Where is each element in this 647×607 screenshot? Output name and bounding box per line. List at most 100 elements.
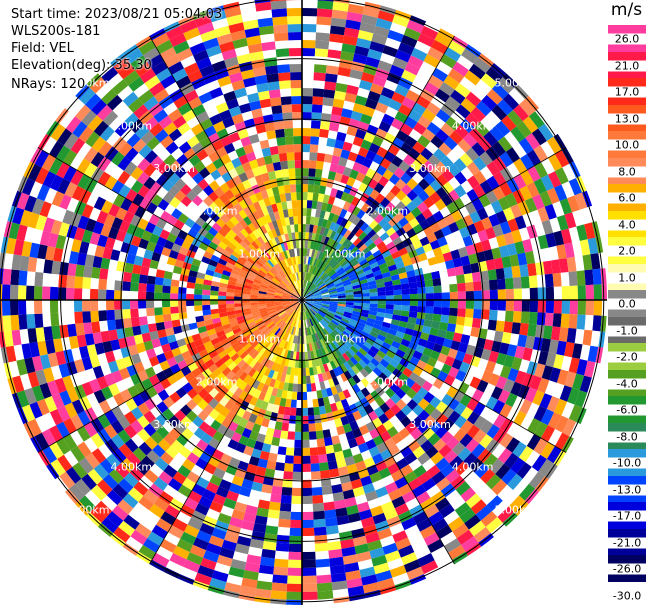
range-gate <box>332 491 345 502</box>
range-gate <box>516 121 532 138</box>
range-gate <box>254 515 268 526</box>
range-gate <box>216 262 226 270</box>
range-gate <box>257 17 274 28</box>
range-gate <box>225 219 236 230</box>
range-gate <box>138 89 154 105</box>
range-gate <box>124 262 134 274</box>
range-gate <box>150 155 164 169</box>
range-gate <box>274 275 282 283</box>
range-gate <box>254 238 262 248</box>
range-gate <box>132 264 142 275</box>
range-gate <box>316 268 322 277</box>
range-gate <box>311 232 317 242</box>
range-gate <box>295 168 302 177</box>
range-gate <box>449 130 464 145</box>
range-gate <box>252 229 261 239</box>
range-gate <box>162 278 172 287</box>
range-gate <box>256 363 264 373</box>
range-gate <box>310 350 315 360</box>
range-gate <box>368 310 378 316</box>
range-gate <box>348 321 357 328</box>
range-gate <box>330 342 338 351</box>
range-gate <box>331 435 341 445</box>
range-gate <box>259 288 268 293</box>
range-gate <box>0 346 9 364</box>
range-gate <box>367 90 381 103</box>
range-gate <box>251 220 260 230</box>
range-gate <box>347 3 365 15</box>
azimuth-lines <box>0 0 607 605</box>
range-gate <box>365 254 375 262</box>
range-gate <box>406 270 416 278</box>
range-gate <box>486 88 503 105</box>
range-gate <box>541 425 555 442</box>
range-gate <box>297 383 302 393</box>
range-gate <box>466 424 480 439</box>
range-gate <box>294 359 299 368</box>
range-gate <box>532 390 545 406</box>
range-gate <box>180 184 192 196</box>
range-gate <box>308 431 317 440</box>
range-gate <box>262 316 271 322</box>
range-gate <box>566 256 577 272</box>
range-gate <box>513 174 527 190</box>
range-gate <box>170 313 180 321</box>
range-gate <box>269 212 276 222</box>
range-gate <box>313 217 320 226</box>
range-gate <box>238 154 249 165</box>
range-gate <box>258 290 267 295</box>
range-gate <box>385 398 396 409</box>
range-gate <box>533 438 548 455</box>
range-gate <box>172 115 187 129</box>
range-gate <box>311 317 316 325</box>
range-gate <box>489 309 498 321</box>
range-gate <box>345 304 354 309</box>
range-gate <box>211 222 222 232</box>
range-gate <box>510 457 526 474</box>
range-gate <box>308 232 313 241</box>
range-gate <box>328 343 335 352</box>
range-gate <box>205 323 215 331</box>
range-gate <box>423 184 436 197</box>
range-gate <box>309 257 314 266</box>
range-gate <box>253 278 262 285</box>
range-gate <box>234 300 243 304</box>
range-gate <box>144 75 161 90</box>
range-gate <box>505 392 518 408</box>
range-gate <box>236 407 246 418</box>
range-gate <box>340 149 351 160</box>
range-gate <box>412 195 424 207</box>
range-gate <box>271 220 279 229</box>
range-gate <box>356 501 370 513</box>
range-gate <box>536 312 546 326</box>
range-gate <box>149 503 165 519</box>
range-gate <box>283 278 290 286</box>
range-gate <box>313 315 320 323</box>
range-gate <box>239 350 249 360</box>
range-gate <box>358 424 370 436</box>
range-gate <box>81 229 93 244</box>
range-gate <box>221 366 232 377</box>
range-gate <box>302 447 311 457</box>
range-gate <box>331 274 339 281</box>
range-gate <box>123 514 140 530</box>
range-gate <box>400 415 412 428</box>
range-gate <box>55 350 67 366</box>
range-gate <box>240 400 250 411</box>
range-gate <box>29 341 40 358</box>
range-gate <box>335 284 344 289</box>
range-gate <box>305 297 314 300</box>
range-gate <box>265 241 272 250</box>
range-gate <box>308 168 316 177</box>
range-gate <box>352 410 362 421</box>
range-gate <box>370 345 380 355</box>
range-gate <box>343 313 352 319</box>
range-gate <box>191 142 204 155</box>
range-gate <box>311 342 316 351</box>
range-gate <box>340 174 350 185</box>
range-gate <box>466 223 478 236</box>
range-gate <box>387 162 399 174</box>
range-gate <box>193 427 206 440</box>
range-gate <box>305 311 309 320</box>
range-gate <box>123 232 134 245</box>
